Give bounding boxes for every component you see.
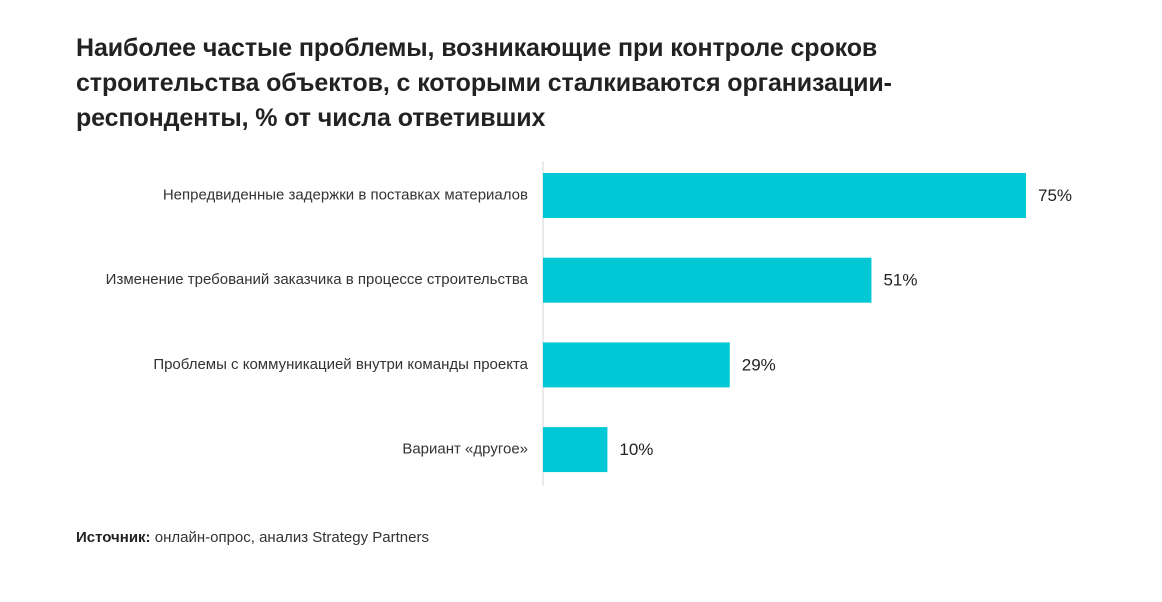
source-text: онлайн-опрос, анализ Strategy Partners bbox=[150, 529, 429, 546]
value-label-4: 10% bbox=[619, 440, 653, 459]
category-label-4: Вариант «другое» bbox=[402, 441, 528, 458]
category-label-1: Непредвиденные задержки в поставках мате… bbox=[163, 186, 528, 203]
source-note: Источник: онлайн-опрос, анализ Strategy … bbox=[76, 529, 429, 546]
category-label-3: Проблемы с коммуникацией внутри команды … bbox=[153, 356, 528, 373]
bar-1 bbox=[543, 173, 1026, 218]
bar-3 bbox=[543, 342, 730, 388]
category-label-2: Изменение требований заказчика в процесс… bbox=[106, 271, 529, 288]
value-label-2: 51% bbox=[883, 271, 917, 290]
bar-4 bbox=[543, 427, 608, 473]
chart-title: Наиболее частые проблемы, возникающие пр… bbox=[76, 34, 892, 132]
value-label-1: 75% bbox=[1038, 186, 1072, 205]
value-label-3: 29% bbox=[742, 355, 776, 374]
source-prefix: Источник: bbox=[76, 529, 151, 546]
bar-2 bbox=[543, 257, 872, 303]
bars-layer: Непредвиденные задержки в поставках мате… bbox=[106, 173, 1072, 473]
